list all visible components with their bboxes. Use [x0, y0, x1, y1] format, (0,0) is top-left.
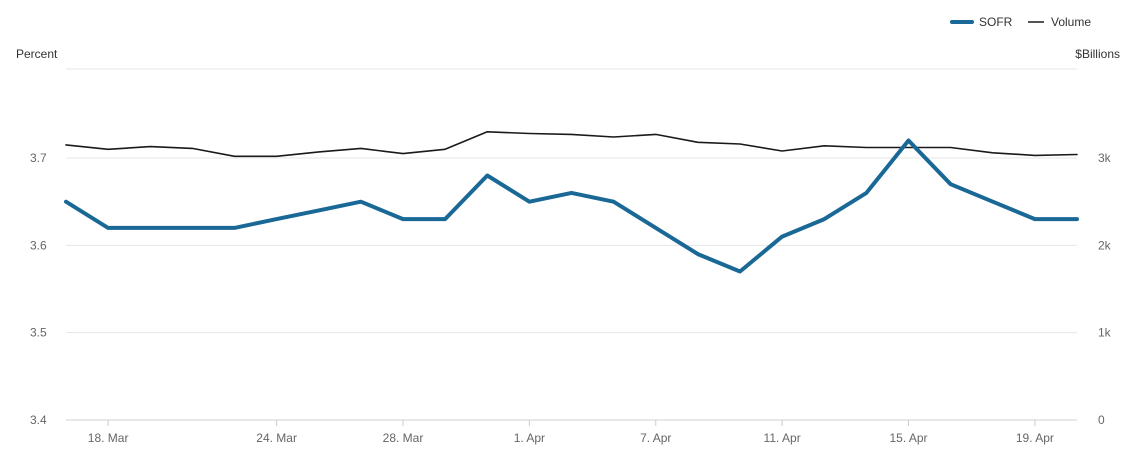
- y-right-tick-label: 2k: [1098, 238, 1112, 252]
- y-left-tick-label: 3.5: [30, 326, 47, 340]
- legend-item-sofr[interactable]: SOFR: [950, 15, 1013, 29]
- grid-lines: [66, 68, 1077, 421]
- x-tick-label: 18. Mar: [88, 431, 129, 445]
- y-left-tick-label: 3.4: [30, 413, 47, 427]
- y-right-tick-label: 1k: [1098, 326, 1112, 340]
- legend-item-volume[interactable]: Volume: [1028, 15, 1091, 29]
- y-left-tick-label: 3.6: [30, 238, 47, 252]
- right-axis-title: $Billions: [1075, 47, 1120, 61]
- x-tick-label: 7. Apr: [640, 431, 671, 445]
- series-line-volume[interactable]: [65, 131, 1078, 158]
- x-tick-label: 11. Apr: [764, 431, 801, 445]
- x-tick-label: 15. Apr: [889, 431, 927, 445]
- x-tick-label: 1. Apr: [514, 431, 545, 445]
- x-tick-label: 19. Apr: [1016, 431, 1054, 445]
- y-right-tick-label: 3k: [1098, 151, 1112, 165]
- series-lines: [64, 131, 1079, 274]
- legend-label-volume: Volume: [1051, 15, 1091, 29]
- y-right-tick-label: 0: [1098, 413, 1105, 427]
- x-tick-label: 24. Mar: [256, 431, 297, 445]
- left-axis-title: Percent: [16, 47, 58, 61]
- y-left-tick-label: 3.7: [30, 151, 47, 165]
- series-line-sofr[interactable]: [64, 138, 1079, 274]
- legend: SOFR Volume: [950, 15, 1091, 29]
- legend-label-sofr: SOFR: [979, 15, 1013, 29]
- x-tick-label: 28. Mar: [383, 431, 424, 445]
- axis-ticks: 3.4 3.5 3.6 3.7 0 1k 2k 3k 18. Mar 24. Mar 28. Mar…: [30, 151, 1112, 445]
